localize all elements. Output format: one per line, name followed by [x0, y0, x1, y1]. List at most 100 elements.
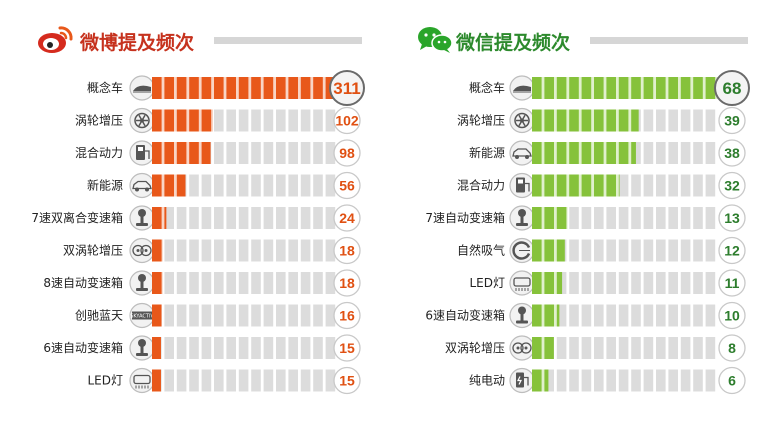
- wechat-logo-icon: [418, 27, 453, 53]
- bar-fill: [152, 337, 161, 359]
- value-badge: [718, 301, 746, 330]
- bar-separators: [161, 77, 338, 99]
- bar-row: 概念车 311: [87, 70, 365, 106]
- bar-row: 纯电动 6: [469, 366, 746, 395]
- bar-row: 新能源 56: [87, 171, 361, 200]
- hybrid-charger-icon: [516, 177, 530, 193]
- value-badge: [333, 334, 361, 362]
- value-label: 68: [723, 79, 742, 98]
- category-label: 新能源: [469, 145, 505, 160]
- naturally-aspirated-icon: [512, 241, 531, 260]
- bar-track: [152, 304, 336, 327]
- bar-track: [532, 369, 716, 392]
- bar-row: 涡轮增压 102: [75, 106, 361, 135]
- bar-fill: [532, 207, 568, 229]
- category-label: 新能源: [87, 178, 123, 193]
- bar-track: [152, 239, 336, 262]
- value-label: 15: [339, 373, 355, 389]
- value-badge: [333, 171, 361, 200]
- value-label: 12: [724, 243, 740, 259]
- bar-separators: [541, 304, 557, 327]
- bar-fill: [152, 239, 163, 262]
- value-badge: [718, 139, 746, 167]
- gear-shift-icon: [516, 306, 528, 324]
- bar-track: [152, 272, 336, 294]
- value-label: 16: [339, 308, 355, 324]
- weibo-panel: 微博提及频次 概念车 311 涡轮增压 102 混合动力 98 新能源 56 7速双离合变速箱 2…: [0, 0, 388, 429]
- value-label: 56: [339, 178, 355, 194]
- bar-separators: [541, 109, 632, 132]
- category-label: 6速自动变速箱: [425, 308, 505, 323]
- category-label: 概念车: [469, 80, 505, 95]
- bar-track: [532, 337, 716, 359]
- bar-fill: [152, 174, 186, 197]
- bar-row: 7速双离合变速箱 24: [31, 204, 361, 232]
- value-badge: [718, 366, 746, 395]
- value-label: 102: [335, 113, 359, 129]
- concept-car-icon: [133, 85, 151, 93]
- bar-row: 双涡轮增压 8: [445, 334, 746, 362]
- bar-separators: [541, 369, 545, 392]
- category-label: 7速双离合变速箱: [31, 210, 123, 225]
- category-label: 混合动力: [75, 145, 123, 160]
- bar-row: 6速自动变速箱 15: [43, 334, 361, 362]
- value-label: 11: [725, 275, 740, 291]
- bar-separators: [161, 207, 165, 229]
- value-label: 311: [333, 79, 360, 98]
- value-badge: [718, 236, 746, 265]
- value-badge: [714, 70, 750, 106]
- category-label: 概念车: [87, 80, 123, 95]
- gear-shift-icon: [516, 209, 528, 226]
- bar-fill: [152, 272, 163, 294]
- bar-separators: [541, 142, 632, 164]
- category-label: 7速自动变速箱: [425, 210, 505, 225]
- bar-separators: [541, 207, 570, 229]
- bar-track: [152, 337, 336, 359]
- ev-car-icon: [132, 180, 152, 192]
- skyactiv-badge-icon: SKYACTIV: [130, 311, 154, 320]
- bar-track: [152, 369, 336, 392]
- bar-fill: [532, 142, 636, 164]
- bar-row: 涡轮增压 39: [457, 106, 746, 135]
- category-label: 涡轮增压: [457, 114, 505, 128]
- value-badge: [329, 70, 365, 106]
- bar-row: 混合动力 32: [457, 171, 746, 200]
- weibo-bar-chart: 概念车 311 涡轮增压 102 混合动力 98 新能源 56 7速双离合变速箱 24 双涡轮增压 1…: [31, 70, 365, 395]
- bar-row: 新能源 38: [469, 139, 746, 167]
- value-label: 8: [728, 340, 736, 356]
- value-label: 10: [724, 308, 740, 324]
- hybrid-charger-icon: [136, 145, 150, 160]
- bar-track: [532, 304, 716, 327]
- category-label: 纯电动: [469, 374, 505, 388]
- value-badge: [333, 236, 361, 265]
- category-label: 自然吸气: [457, 243, 505, 258]
- bar-row: 7速自动变速箱 13: [425, 204, 746, 232]
- bar-row: 创驰蓝天 SKYACTIV 16: [75, 301, 361, 330]
- bar-fill: [152, 369, 161, 392]
- value-badge: [718, 269, 746, 297]
- bar-fill: [152, 142, 211, 164]
- value-badge: [333, 139, 361, 167]
- value-badge: [718, 171, 746, 200]
- bar-separators: [161, 142, 202, 164]
- ev-car-icon: [512, 148, 532, 159]
- bar-track: [152, 207, 336, 229]
- value-label: 13: [724, 210, 740, 226]
- bar-separators: [541, 239, 557, 262]
- bar-fill: [532, 239, 565, 262]
- value-label: 6: [728, 373, 736, 389]
- bar-row: LED灯 11: [469, 269, 746, 297]
- bar-row: 概念车 68: [469, 70, 750, 106]
- value-badge: [718, 106, 746, 135]
- bar-row: LED灯 15: [87, 366, 361, 395]
- led-light-icon: [513, 277, 531, 291]
- bar-row: 8速自动变速箱 18: [43, 269, 361, 297]
- bar-row: 6速自动变速箱 10: [425, 301, 746, 330]
- category-label: 创驰蓝天: [75, 309, 123, 323]
- bar-fill: [532, 109, 639, 132]
- bar-row: 混合动力 98: [75, 139, 361, 167]
- bar-fill: [532, 77, 718, 99]
- bar-fill: [532, 369, 549, 392]
- twin-turbo-icon: [132, 244, 152, 257]
